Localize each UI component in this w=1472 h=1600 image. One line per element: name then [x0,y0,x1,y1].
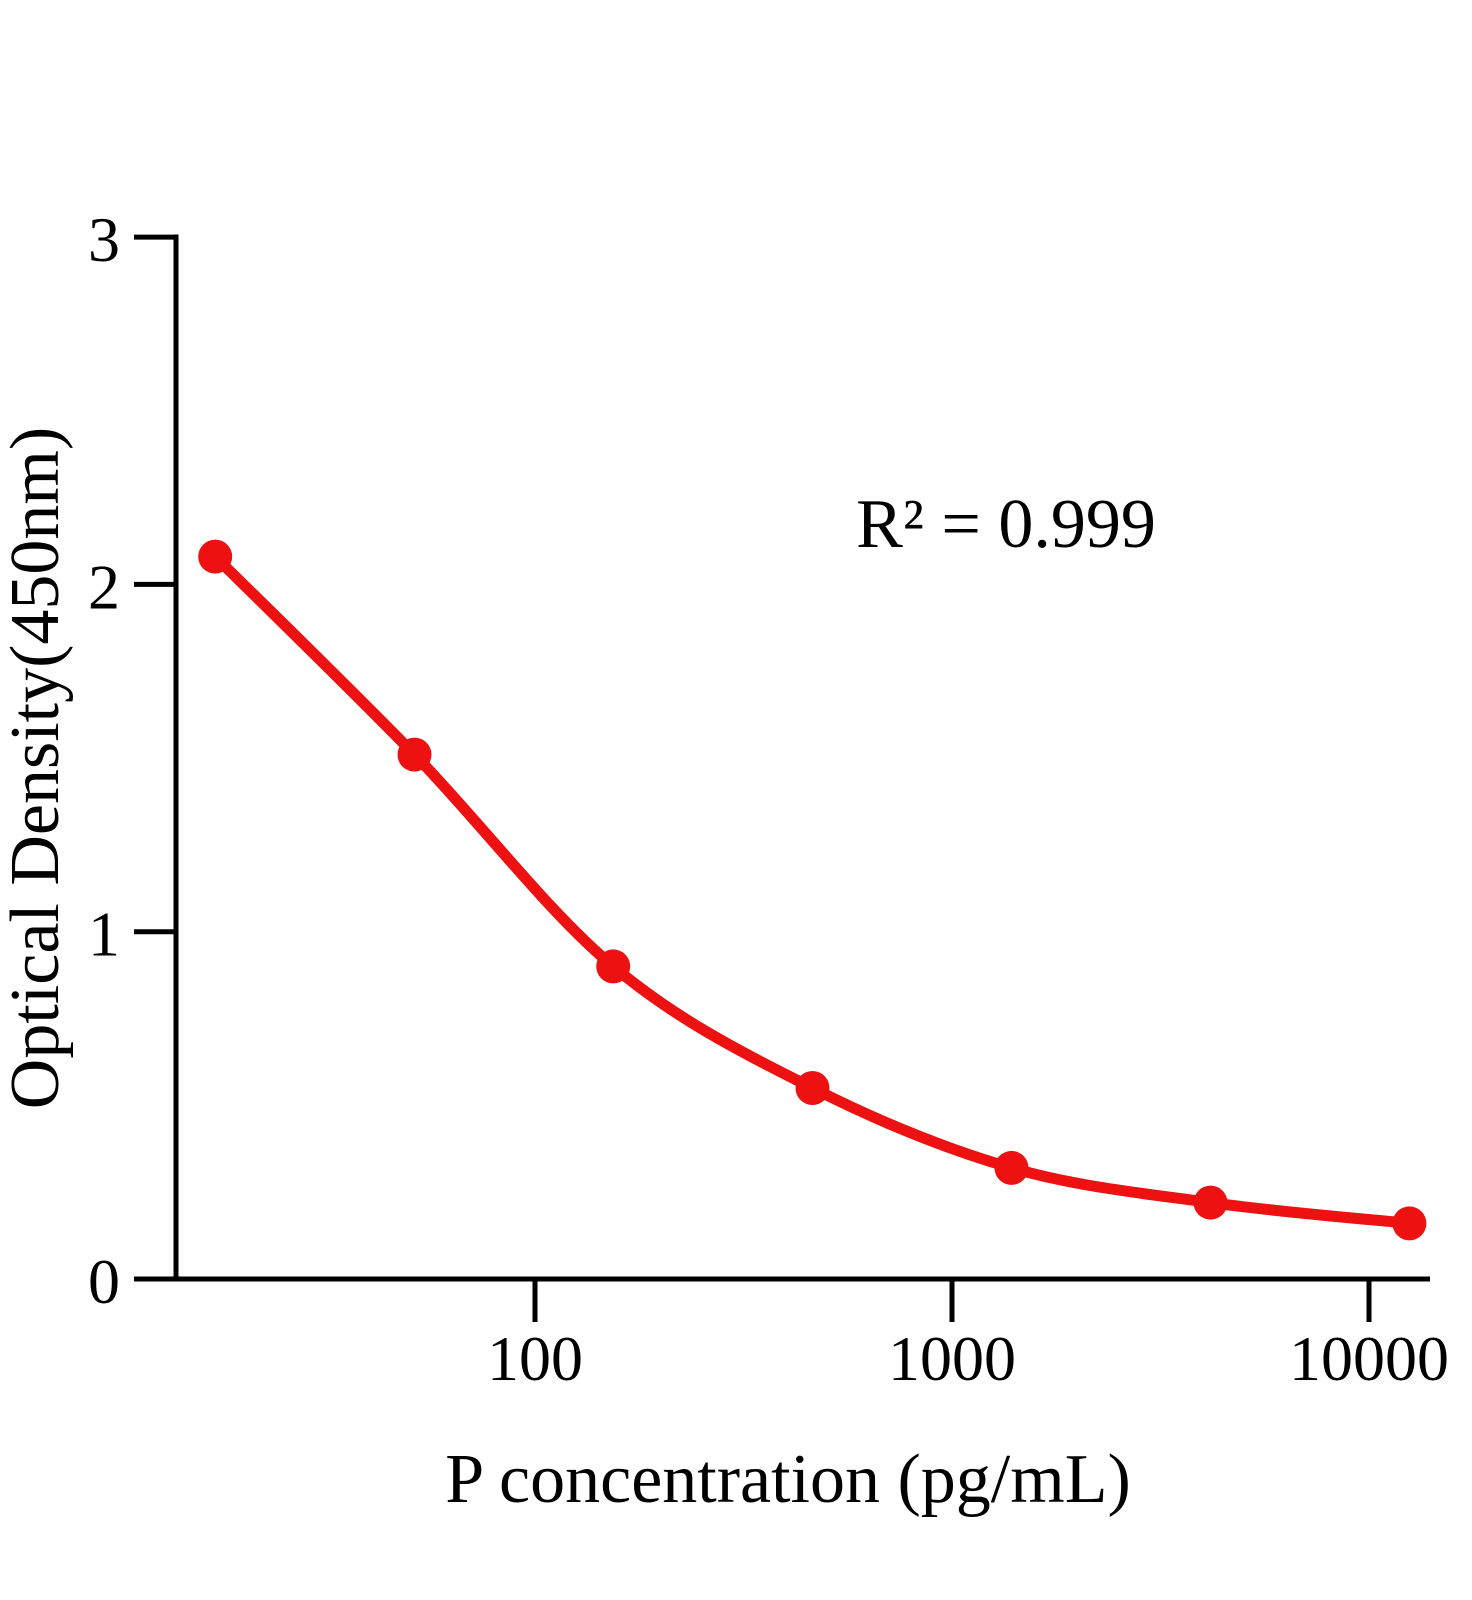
axes-group: 0 1 2 3 100 1000 10000 [88,204,1449,1394]
data-point [198,539,233,574]
y-tick-label: 2 [88,551,120,622]
data-point [1392,1206,1427,1241]
y-tick-label: 0 [88,1246,120,1317]
y-axis-title: Optical Density(450nm) [0,427,74,1109]
series-group [198,539,1427,1241]
x-tick-label: 10000 [1289,1323,1449,1394]
data-point [795,1071,830,1105]
x-axis-title: P concentration (pg/mL) [445,1441,1131,1518]
data-point [994,1150,1029,1185]
y-tick-label: 1 [88,899,120,970]
x-tick-label: 100 [487,1323,583,1394]
data-point [1193,1185,1228,1220]
y-tick-label: 3 [88,204,120,275]
x-tick-label: 1000 [888,1323,1016,1394]
r-squared-annotation: R² = 0.999 [856,486,1156,563]
data-point [397,737,432,772]
data-point [596,949,631,984]
curve-line [209,551,1415,1229]
